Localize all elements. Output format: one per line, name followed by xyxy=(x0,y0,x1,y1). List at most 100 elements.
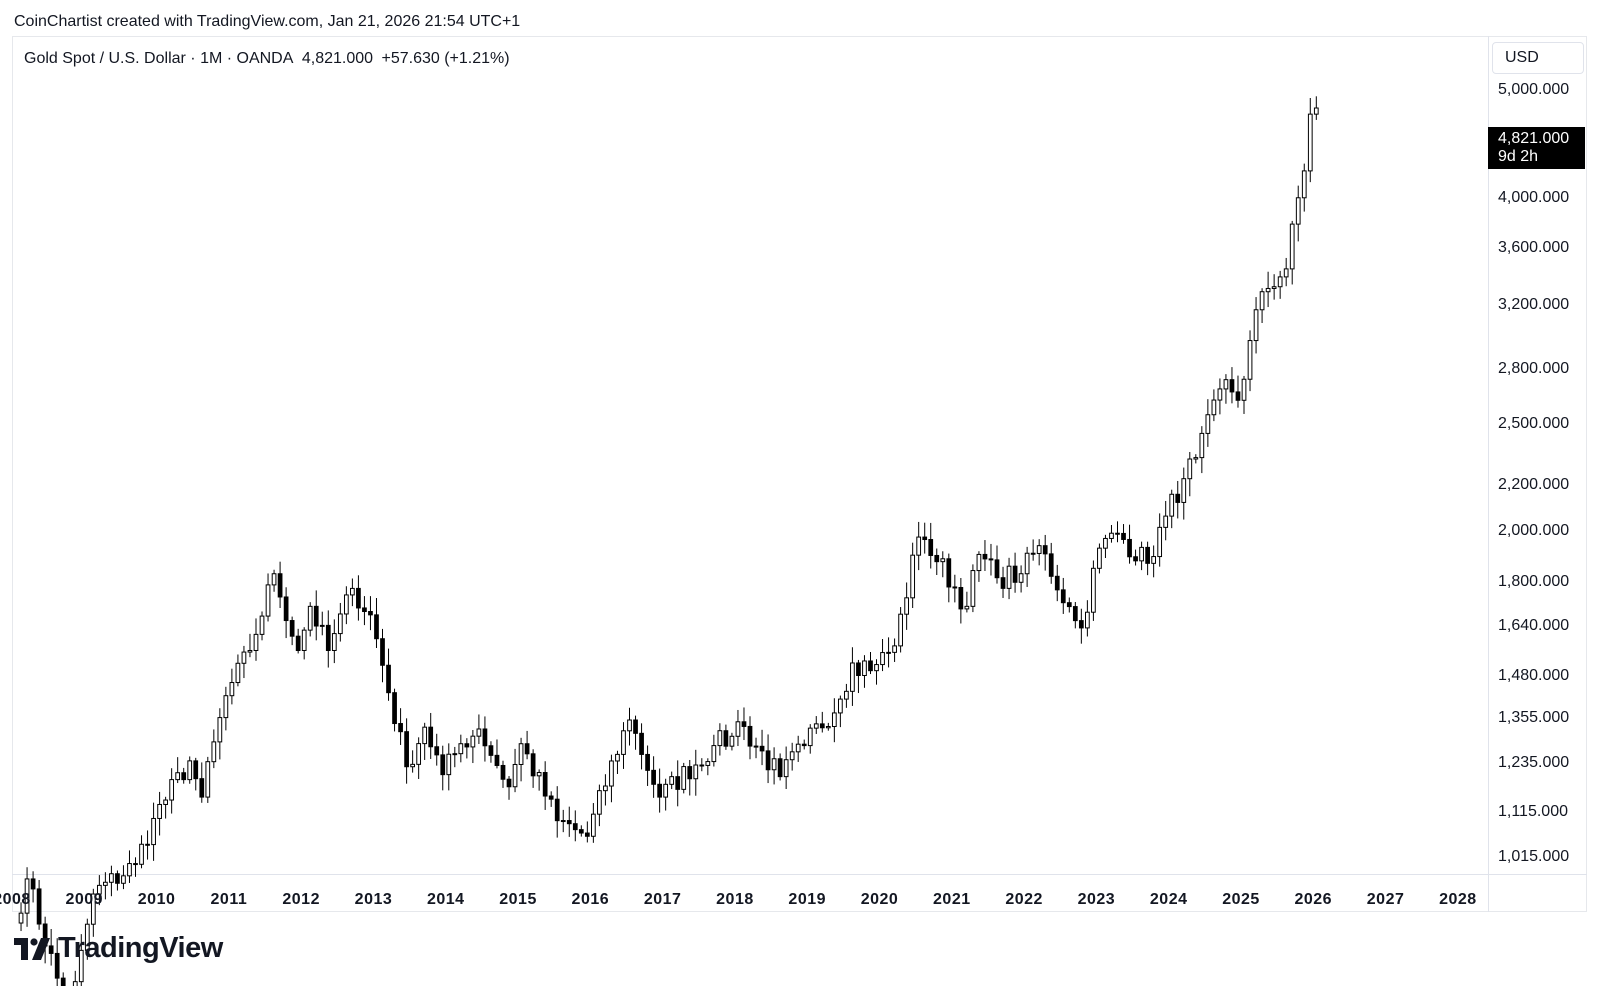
candle xyxy=(741,707,747,741)
candle-body xyxy=(96,884,102,895)
candle xyxy=(615,750,620,775)
candle-body xyxy=(187,760,193,781)
candle-body xyxy=(1109,532,1114,539)
year-tick-label: 2021 xyxy=(933,891,971,908)
candle-body xyxy=(404,731,409,768)
candle-body xyxy=(295,635,301,651)
candle-body xyxy=(825,726,831,729)
price-tick-label: 2,200.000 xyxy=(1498,476,1570,494)
candle-body xyxy=(506,778,512,788)
tradingview-logo[interactable]: TradingView xyxy=(14,932,223,965)
candle xyxy=(386,648,391,701)
candle xyxy=(1271,274,1277,300)
candle xyxy=(1066,597,1072,613)
candle-body xyxy=(139,843,144,865)
candle-body xyxy=(1169,493,1175,517)
candle-body xyxy=(819,723,825,729)
candle-body xyxy=(1091,567,1096,613)
candle-body xyxy=(36,888,42,925)
candle-body xyxy=(518,743,524,765)
candle xyxy=(54,938,60,986)
candle-body xyxy=(874,664,879,672)
candle-body xyxy=(578,829,584,834)
candle-body xyxy=(964,605,970,610)
candle xyxy=(277,561,283,609)
candle xyxy=(229,668,235,705)
candle-body xyxy=(283,596,289,622)
candle xyxy=(1307,97,1313,183)
candle xyxy=(404,718,409,784)
candle xyxy=(1085,600,1090,637)
candle-body xyxy=(470,735,476,748)
year-tick-label: 2014 xyxy=(426,891,465,908)
candle-body xyxy=(639,732,644,755)
candle xyxy=(693,749,699,796)
candle xyxy=(84,918,90,960)
candle xyxy=(151,802,156,861)
tradingview-wordmark: TradingView xyxy=(58,932,223,964)
candle-body xyxy=(880,652,885,666)
candle-body xyxy=(783,759,789,778)
candle xyxy=(319,611,325,636)
candle xyxy=(1241,375,1247,414)
candle xyxy=(904,582,910,630)
candle xyxy=(831,698,837,743)
candle xyxy=(1229,367,1235,404)
candle-body xyxy=(868,660,873,672)
candle xyxy=(380,628,385,683)
year-tick-label: 2026 xyxy=(1294,891,1333,908)
candle xyxy=(1163,500,1169,541)
candle-body xyxy=(994,559,1000,579)
year-tick-label: 2019 xyxy=(788,891,827,908)
candle xyxy=(398,708,403,745)
candle-body xyxy=(795,743,801,753)
candle xyxy=(1199,426,1205,474)
candle xyxy=(78,934,84,986)
candle-body xyxy=(416,743,422,765)
candle-body xyxy=(1133,556,1138,562)
candle xyxy=(771,747,777,785)
candle-body xyxy=(1211,399,1217,416)
candle-body xyxy=(199,778,205,798)
candle xyxy=(265,573,271,622)
price-tick-label: 1,355.000 xyxy=(1498,709,1570,727)
candle xyxy=(1175,480,1181,519)
symbol-legend[interactable]: Gold Spot / U.S. Dollar · 1M · OANDA 4,8… xyxy=(24,50,514,68)
candle xyxy=(663,778,669,811)
candle-body xyxy=(331,633,337,651)
candle-body xyxy=(1223,379,1229,390)
price-tick-label: 1,800.000 xyxy=(1498,572,1570,590)
candle xyxy=(850,647,855,706)
candle-body xyxy=(609,760,614,787)
candle xyxy=(1036,539,1042,566)
candle xyxy=(1103,534,1108,559)
candle-body xyxy=(1181,478,1187,503)
candle xyxy=(199,762,205,803)
candle xyxy=(1169,489,1175,529)
currency-selector[interactable]: USD xyxy=(1492,42,1584,74)
candle-body xyxy=(452,753,458,756)
candle xyxy=(892,638,897,662)
year-tick-label: 2013 xyxy=(354,891,393,908)
candle-body xyxy=(837,698,843,714)
candle-body xyxy=(289,620,295,637)
candle xyxy=(1151,545,1157,578)
candle xyxy=(157,791,162,836)
candle xyxy=(675,760,681,807)
candle xyxy=(524,730,530,760)
candle xyxy=(325,610,331,668)
candle-body xyxy=(343,594,349,615)
candle-body xyxy=(988,558,994,561)
candle-body xyxy=(1175,493,1181,503)
candle xyxy=(1157,513,1163,567)
candle xyxy=(807,724,813,754)
candle-body xyxy=(121,875,126,884)
candle-body xyxy=(603,785,608,792)
candle xyxy=(235,654,241,687)
candle-body xyxy=(958,587,964,610)
candle-body xyxy=(663,783,669,798)
candle xyxy=(717,723,723,756)
candle-body xyxy=(771,758,777,771)
candle xyxy=(922,522,928,554)
